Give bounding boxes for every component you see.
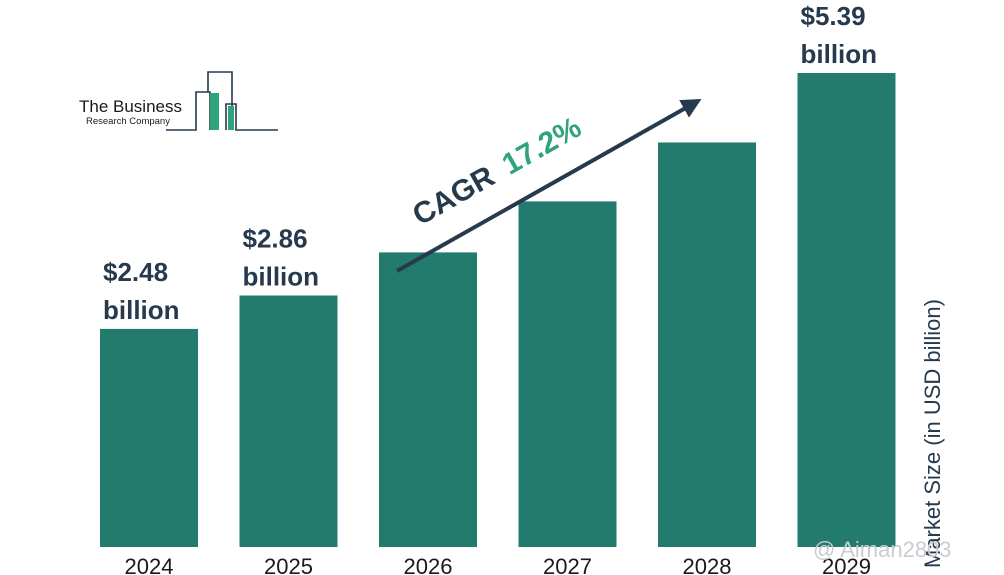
company-logo: The Business Research Company [79,71,278,131]
x-tick-label: 2027 [543,554,592,575]
bar-2025 [239,295,338,547]
bar-2026 [379,252,477,548]
data-label-unit: billion [103,295,180,325]
bar-2028 [658,142,756,548]
logo-buildings-icon [166,71,278,131]
logo-title: The Business [79,97,182,116]
y-axis-label: Market Size (in USD billion) [920,299,945,568]
bars-group [100,73,896,548]
x-tick-label: 2028 [683,554,732,575]
logo-accent-bar-small [228,106,234,130]
data-label-unit: billion [243,261,320,291]
value-labels-group: $2.48 billion $2.86 billion $5.39 billion [103,1,877,325]
x-tick-label: 2025 [264,554,313,575]
data-label-value: $2.48 [103,257,168,287]
x-tick-labels: 2024 2025 2026 2027 2028 2029 [125,554,871,575]
x-tick-label: 2029 [822,554,871,575]
data-label-value: $2.86 [243,223,308,253]
x-tick-label: 2024 [125,554,174,575]
data-label-value: $5.39 [801,1,866,31]
bar-2027 [518,201,617,548]
logo-accent-bar [210,93,219,130]
growth-arrow [396,99,702,273]
x-tick-label: 2026 [404,554,453,575]
bar-2024 [100,328,198,547]
watermark-text: @ Aiman2803 [813,537,952,562]
bar-2029 [797,73,896,547]
data-label-unit: billion [801,39,878,69]
logo-subtitle: Research Company [86,116,170,127]
